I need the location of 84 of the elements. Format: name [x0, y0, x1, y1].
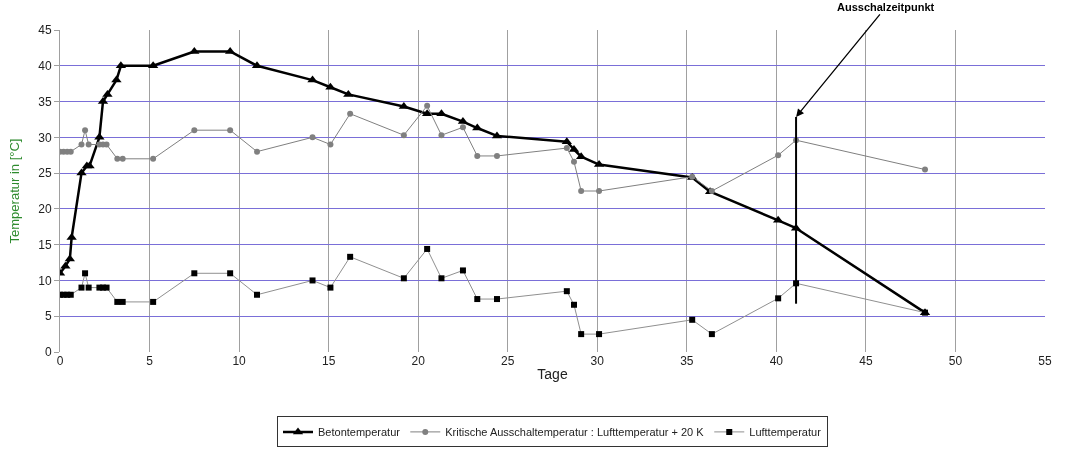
point: [82, 127, 89, 134]
point: [191, 270, 198, 277]
x-tick-label: 10: [232, 354, 247, 368]
point: [347, 253, 354, 260]
point: [119, 155, 126, 162]
point: [347, 110, 354, 117]
point: [459, 124, 466, 131]
point: [775, 152, 782, 159]
point: [424, 245, 431, 252]
point: [474, 152, 481, 159]
point: [563, 145, 570, 152]
point: [400, 132, 407, 139]
point: [189, 46, 200, 54]
point: [459, 267, 466, 274]
point: [775, 295, 782, 302]
x-tick-label: 0: [56, 354, 64, 368]
point: [114, 298, 121, 305]
x-tick-label: 40: [769, 354, 784, 368]
point: [493, 296, 500, 303]
y-tick-label: 5: [44, 309, 52, 324]
x-tick-label: 15: [321, 354, 336, 368]
point: [578, 188, 585, 194]
y-tick-label: 15: [38, 237, 52, 252]
point: [85, 141, 92, 148]
x-tick-label: 25: [501, 354, 515, 368]
x-tick-label: 35: [680, 354, 694, 368]
x-tick-label: 45: [859, 354, 873, 368]
x-tick-label: 55: [1038, 354, 1052, 368]
point: [438, 275, 445, 282]
point: [400, 275, 407, 282]
point: [596, 331, 603, 338]
point: [119, 298, 126, 305]
point: [254, 148, 260, 155]
point: [424, 102, 431, 109]
y-tick-label: 20: [38, 202, 52, 217]
point: [102, 89, 113, 97]
legend-label: Betontemperatur: [318, 426, 401, 439]
point: [227, 270, 234, 277]
point: [570, 158, 577, 165]
point: [327, 284, 334, 291]
y-tick-label: 45: [38, 23, 52, 38]
y-axis-title: Temperatur in [°C]: [7, 138, 23, 244]
x-axis-title: Tage: [537, 366, 568, 383]
point: [472, 123, 483, 131]
point: [150, 155, 157, 162]
point: [103, 284, 110, 291]
y-tick-label: 40: [38, 58, 52, 73]
point: [309, 134, 316, 141]
point: [309, 277, 316, 284]
x-tick-label: 20: [411, 354, 426, 368]
point: [689, 316, 696, 323]
point: [493, 152, 500, 159]
point: [708, 188, 715, 194]
point: [570, 301, 577, 308]
x-tick-label: 50: [948, 354, 963, 368]
point: [114, 155, 121, 162]
point: [327, 141, 334, 148]
y-tick-label: 30: [38, 130, 52, 145]
point: [596, 188, 603, 194]
y-tick-label: 35: [38, 94, 52, 109]
point: [474, 296, 481, 303]
y-tick-label: 25: [38, 166, 52, 181]
y-tick-label: 10: [38, 273, 52, 288]
point: [82, 270, 89, 277]
x-tick-label: 5: [146, 354, 154, 368]
point: [343, 89, 354, 97]
point: [94, 132, 105, 140]
point: [78, 284, 85, 291]
point: [85, 284, 92, 291]
point: [150, 298, 157, 305]
point: [578, 331, 585, 338]
x-tick-label: 30: [590, 354, 605, 368]
point: [227, 127, 234, 134]
point: [438, 132, 445, 139]
ref-line-label: Ausschalzeitpunkt: [837, 1, 935, 13]
point: [78, 141, 85, 148]
point: [922, 166, 929, 173]
legend-label: Lufttemperatur: [749, 426, 822, 439]
point: [563, 288, 570, 295]
legend-label: Kritische Ausschaltemperatur : Lufttemperatur + 20 K: [445, 426, 705, 439]
point: [254, 291, 260, 298]
point: [191, 127, 198, 134]
point: [307, 75, 318, 83]
point: [708, 331, 715, 338]
